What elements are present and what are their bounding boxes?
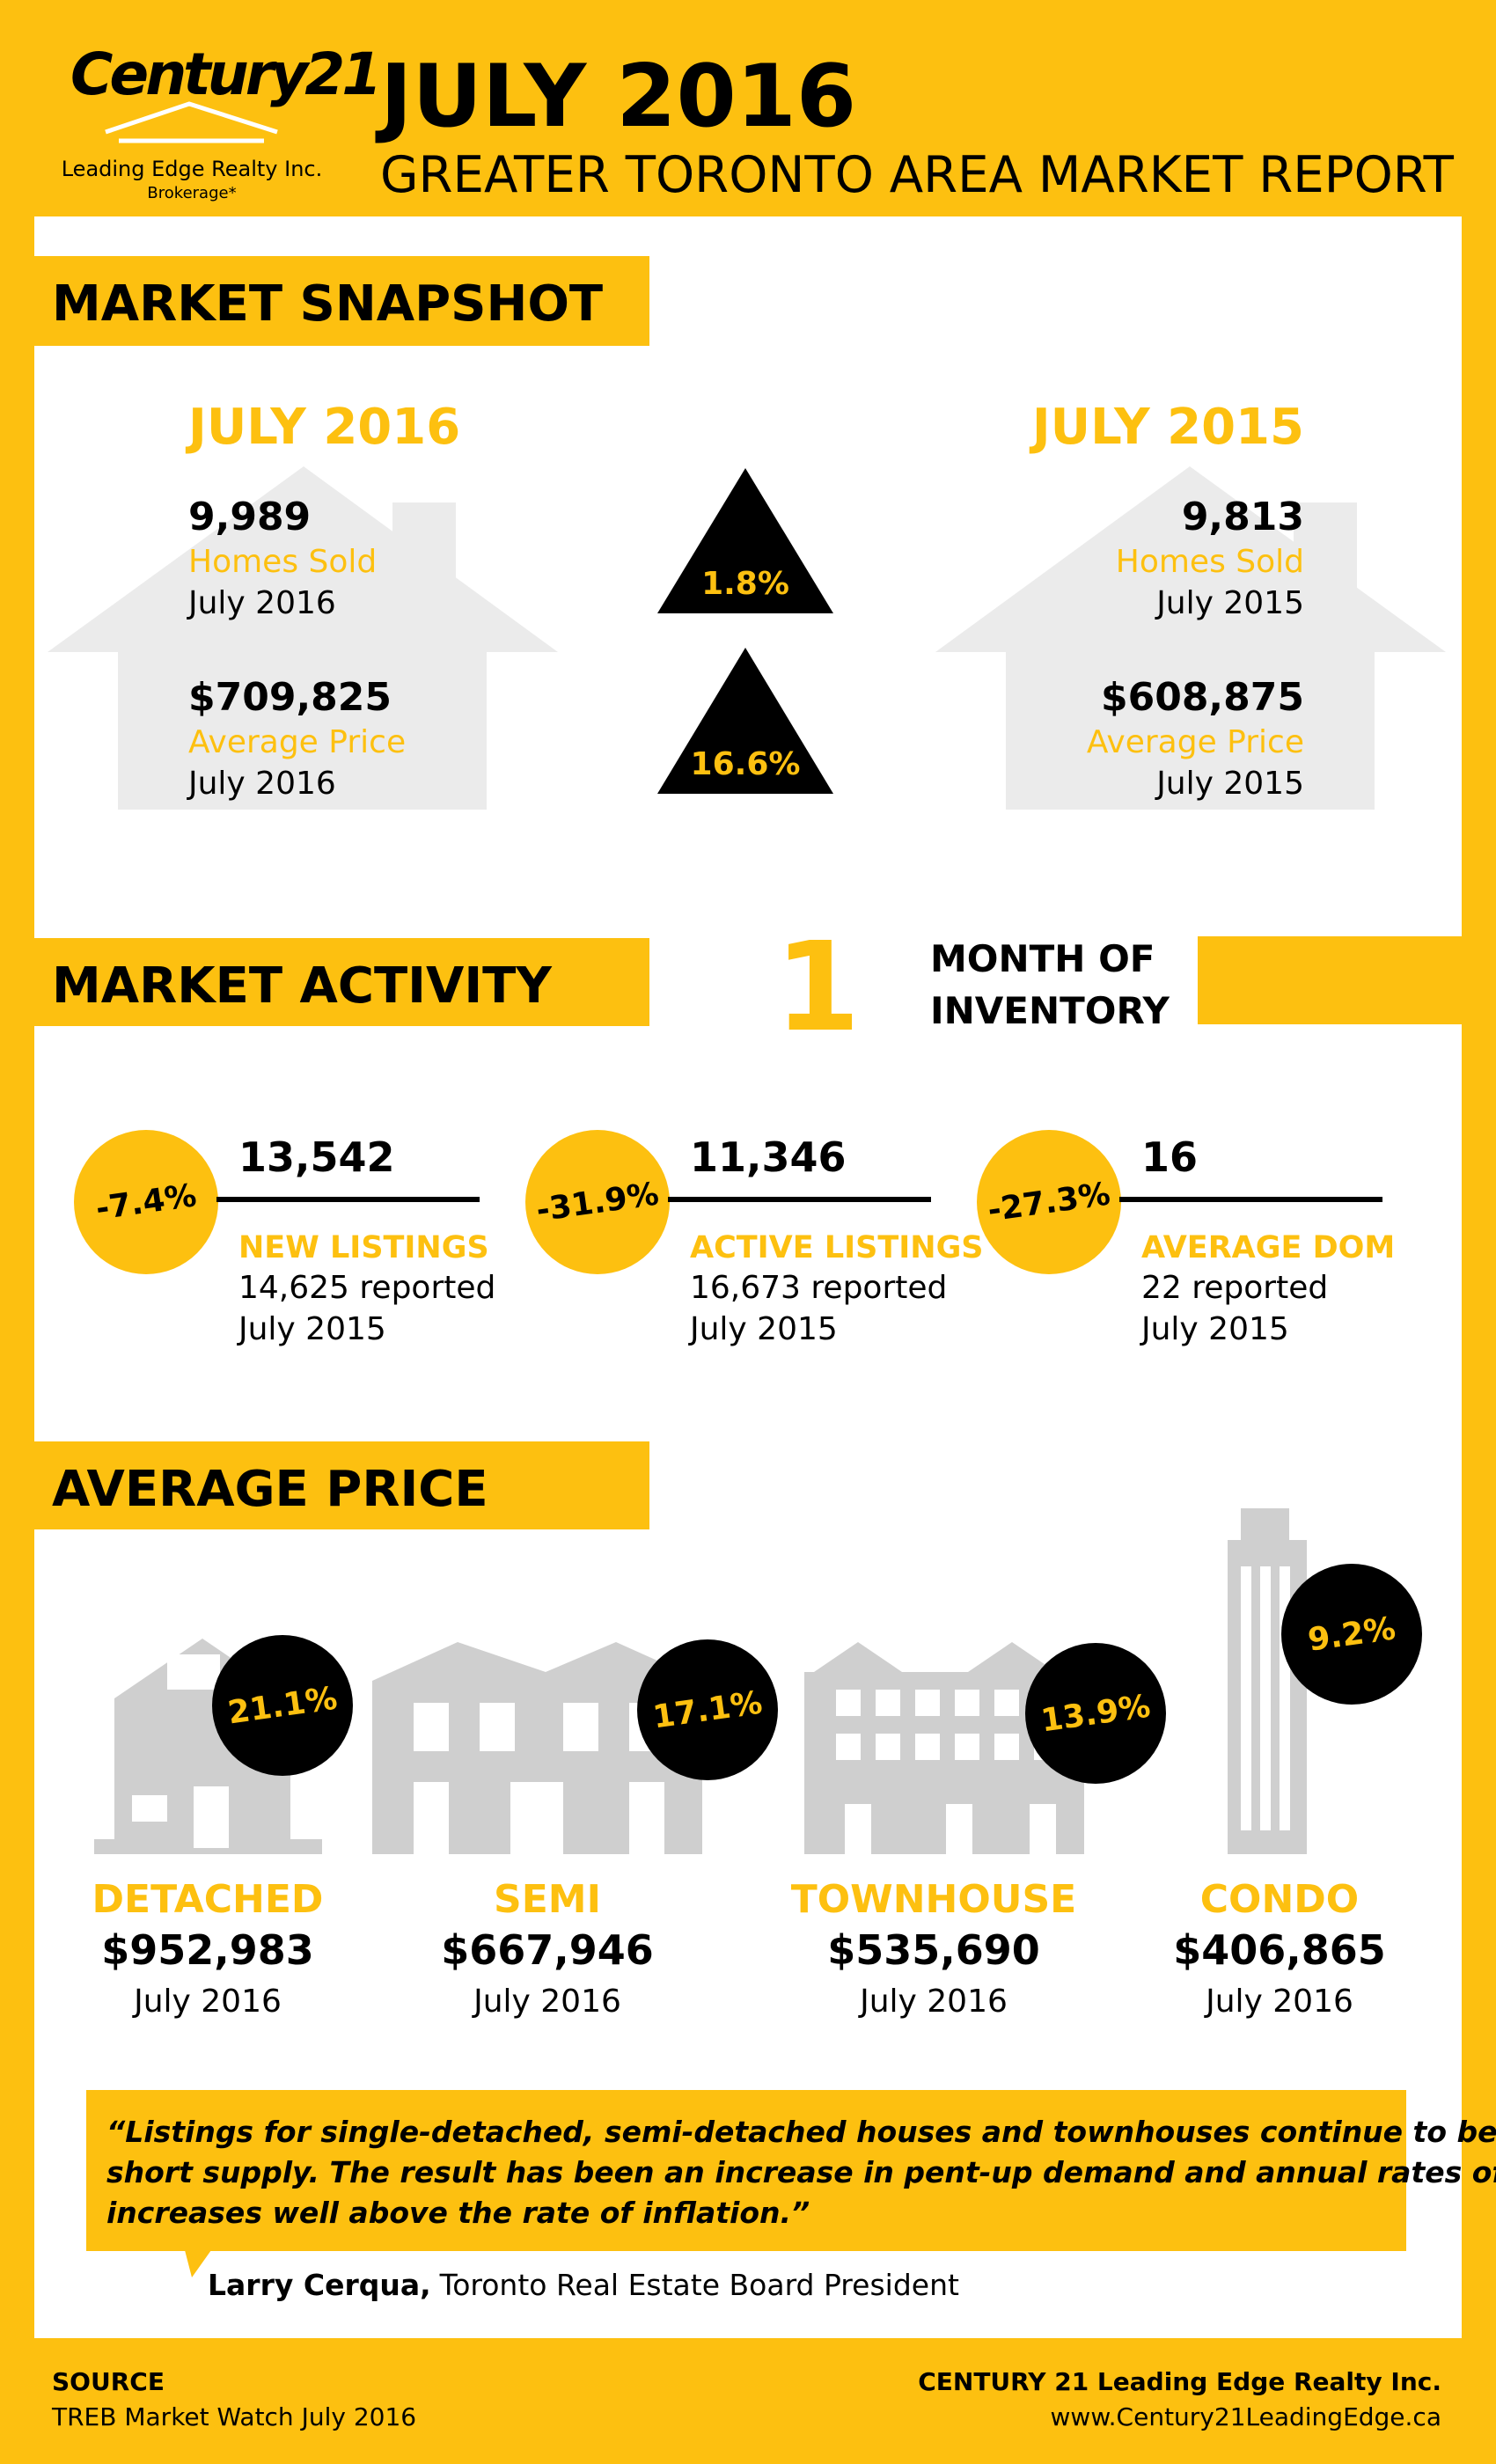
property-price: $535,690 [827, 1926, 1040, 1974]
activity-reported: 16,673 reported [690, 1270, 947, 1306]
quote-line: short supply. The result has been an inc… [106, 2155, 1496, 2189]
property-type: SEMI [494, 1877, 601, 1922]
banner [1198, 936, 1462, 1024]
change-badge [977, 1130, 1121, 1274]
house-icon-left [48, 466, 558, 810]
activity-date: July 2015 [1140, 1311, 1289, 1347]
change-badge [1025, 1643, 1166, 1784]
change-badge [525, 1130, 670, 1274]
period: JULY 2015 [1029, 399, 1304, 456]
activity-date: July 2015 [237, 1311, 386, 1347]
house-icon-right [935, 466, 1446, 810]
property-type: DETACHED [92, 1877, 324, 1922]
logo-brokerage: Brokerage* [147, 184, 236, 202]
activity-date: July 2015 [688, 1311, 838, 1347]
change-percent: 1.8% [701, 566, 789, 602]
townhouse-icon [804, 1642, 1084, 1854]
logo-brand: Century21 [70, 40, 378, 108]
section-heading: MARKET SNAPSHOT [52, 275, 603, 333]
activity-value: 11,346 [690, 1133, 847, 1181]
change-badge [212, 1635, 353, 1776]
stat-value: $608,875 [1101, 675, 1304, 720]
change-percent: 16.6% [691, 746, 801, 782]
semi-icon [372, 1642, 702, 1854]
stat-label: Homes Sold [188, 544, 377, 580]
section-heading: MARKET ACTIVITY [52, 957, 553, 1015]
stat-value: 9,813 [1182, 495, 1304, 539]
section-heading: AVERAGE PRICE [52, 1461, 488, 1518]
inventory-label: INVENTORY [930, 989, 1170, 1032]
stat-label: Average Price [1087, 724, 1304, 760]
property-date: July 2016 [472, 1984, 621, 2020]
inventory-label: MONTH OF [930, 937, 1155, 980]
period: JULY 2016 [185, 399, 460, 456]
activity-reported: 14,625 reported [238, 1270, 495, 1306]
change-badge [74, 1130, 218, 1274]
source: TREB Market Watch July 2016 [51, 2402, 416, 2431]
up-triangle [657, 468, 833, 613]
stat-value: 9,989 [188, 495, 311, 539]
activity-value: 16 [1141, 1133, 1198, 1181]
quote-attribution: Larry Cerqua, Toronto Real Estate Board P… [208, 2268, 959, 2302]
quote-role: Toronto Real Estate Board President [439, 2268, 959, 2302]
footer-website: www.Century21LeadingEdge.ca [1051, 2402, 1441, 2431]
banner [34, 938, 649, 1026]
stat-label: Homes Sold [1116, 544, 1304, 580]
activity-label: ACTIVE LISTINGS [690, 1230, 984, 1265]
stat-date: July 2015 [1155, 766, 1304, 802]
source-label: SOURCE [52, 2367, 165, 2396]
quote-author: Larry Cerqua, [208, 2268, 431, 2302]
change-badge [1281, 1564, 1422, 1705]
quote-box [86, 2090, 1406, 2251]
property-price: $406,865 [1173, 1926, 1386, 1974]
stat-label: Average Price [188, 724, 406, 760]
logo-roof [105, 101, 278, 143]
property-type: CONDO [1200, 1877, 1359, 1922]
title: JULY 2016 [375, 47, 856, 147]
property-date: July 2016 [1204, 1984, 1353, 2020]
logo-company: Leading Edge Realty Inc. [62, 157, 323, 181]
property-date: July 2016 [132, 1984, 282, 2020]
change-badge [637, 1639, 778, 1780]
footer-company: CENTURY 21 Leading Edge Realty Inc. [918, 2367, 1441, 2396]
quote-line: “Listings for single-detached, semi-deta… [106, 2115, 1496, 2149]
stat-date: July 2015 [1155, 585, 1304, 621]
activity-label: AVERAGE DOM [1141, 1230, 1395, 1265]
property-date: July 2016 [858, 1984, 1008, 2020]
detached-icon [94, 1639, 322, 1854]
quote-pointer [185, 2250, 211, 2277]
banner [34, 256, 649, 346]
stat-date: July 2016 [187, 585, 336, 621]
banner [34, 1441, 649, 1529]
inventory-value: 1 [774, 916, 860, 1060]
activity-reported: 22 reported [1141, 1270, 1328, 1306]
activity-value: 13,542 [238, 1133, 395, 1181]
stat-date: July 2016 [187, 766, 336, 802]
up-triangle [657, 648, 833, 794]
condo-icon [1228, 1508, 1307, 1854]
property-price: $952,983 [101, 1926, 314, 1974]
property-price: $667,946 [441, 1926, 654, 1974]
activity-label: NEW LISTINGS [238, 1230, 489, 1265]
quote-line: increases well above the rate of inflati… [106, 2196, 810, 2230]
stat-value: $709,825 [188, 675, 392, 720]
property-type: TOWNHOUSE [791, 1877, 1076, 1922]
subtitle: GREATER TORONTO AREA MARKET REPORT [380, 146, 1454, 204]
